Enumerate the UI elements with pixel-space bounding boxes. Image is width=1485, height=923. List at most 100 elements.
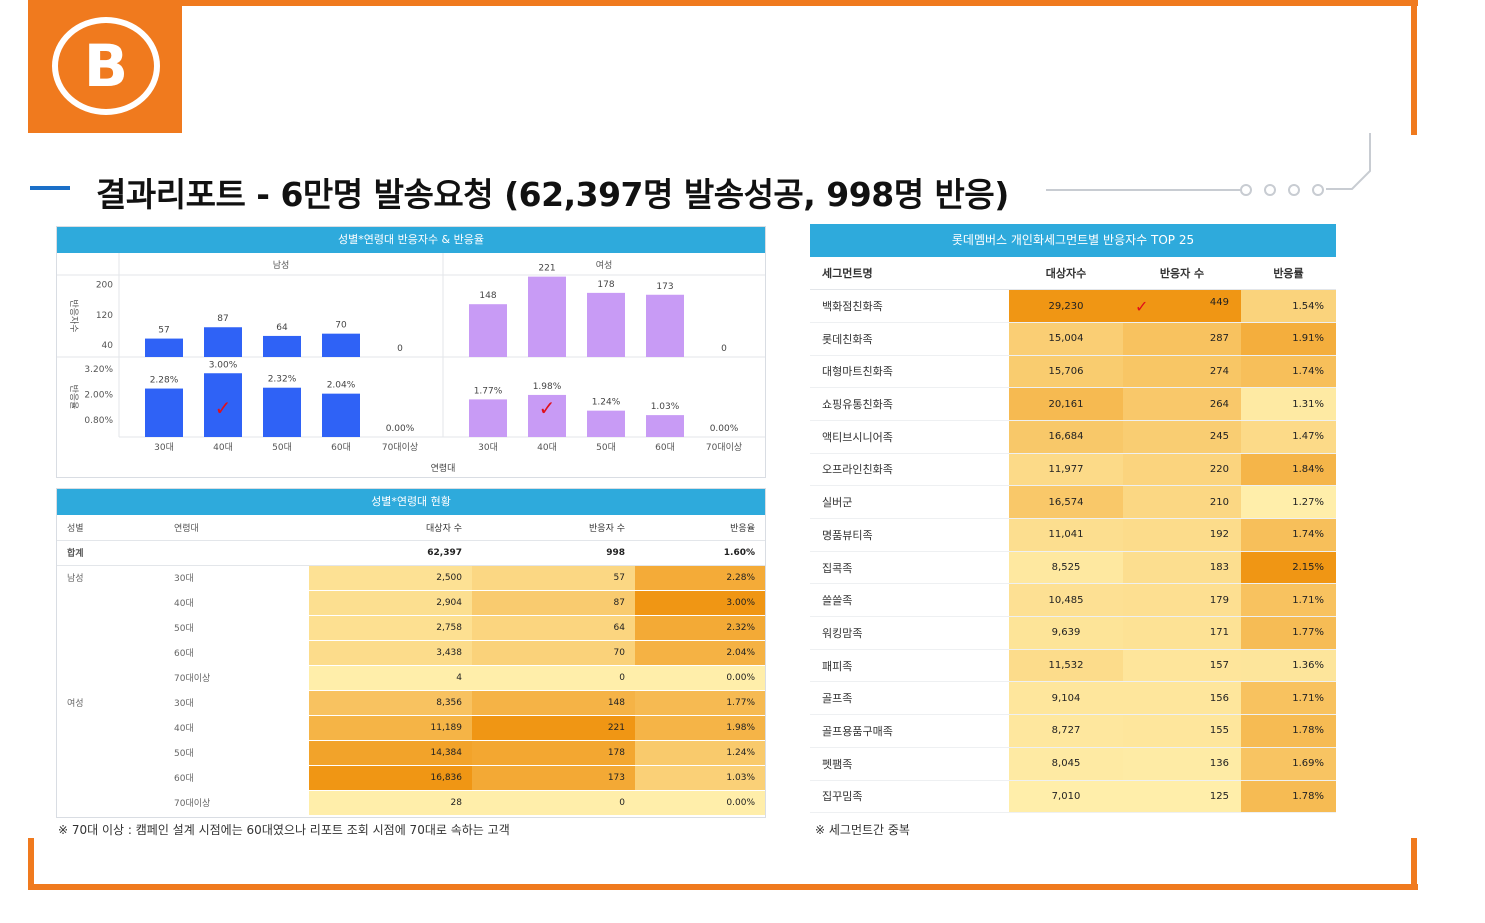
- y-tick-label: 0.80%: [84, 416, 113, 426]
- data-label: 87: [217, 314, 228, 324]
- targets-cell: 16,836: [309, 765, 472, 791]
- responders-cell: 70: [472, 640, 635, 666]
- y-tick-label: 3.20%: [84, 365, 113, 375]
- responders-cell: 287: [1123, 322, 1241, 356]
- total-empty: [164, 540, 309, 566]
- responders-cell: 0: [472, 790, 635, 816]
- rate-cell: 2.32%: [635, 615, 765, 641]
- segment-name-cell: 패피족: [810, 649, 1009, 683]
- targets-cell: 16,574: [1009, 485, 1123, 519]
- responders-cell: 125: [1123, 780, 1241, 814]
- gender-cell: [57, 640, 164, 666]
- targets-cell: 10,485: [1009, 583, 1123, 618]
- table-row: 백화점친화족 29,230 ✓ 449 1.54%: [810, 289, 1336, 323]
- rate-bar: [646, 415, 684, 437]
- segment-name-cell: 실버군: [810, 485, 1009, 519]
- segment-name-cell: 집콕족: [810, 551, 1009, 585]
- rate-cell: 1.77%: [635, 690, 765, 716]
- y-axis-label-rate: 반응율: [68, 385, 79, 410]
- frame-left-border-lower: [28, 838, 34, 890]
- rate-cell: 1.98%: [635, 715, 765, 741]
- total-responders: 998: [472, 540, 635, 566]
- rate-cell: 1.54%: [1241, 289, 1336, 323]
- table-row: 명품뷰티족 11,041 192 1.74%: [810, 518, 1336, 552]
- frame-bottom-border: [28, 884, 1418, 890]
- rate-cell: 0.00%: [635, 665, 765, 691]
- targets-cell: 2,500: [309, 565, 472, 591]
- age-cell: 50대: [164, 615, 309, 641]
- table-row: 40대 2,904 87 3.00%: [57, 590, 765, 616]
- responders-cell: 183: [1123, 551, 1241, 585]
- rate-cell: 1.71%: [1241, 681, 1336, 716]
- rate-cell: 1.31%: [1241, 387, 1336, 421]
- y-tick-label: 40: [102, 341, 114, 351]
- targets-cell: 11,041: [1009, 518, 1123, 552]
- rate-cell: 1.74%: [1241, 518, 1336, 552]
- x-tick-label: 50대: [272, 442, 292, 453]
- data-label: 64: [276, 323, 288, 333]
- responders-bar: [528, 276, 566, 357]
- responders-bar: [469, 304, 507, 357]
- segment-name-cell: 오프라인친화족: [810, 453, 1009, 487]
- data-label: 0: [397, 344, 403, 354]
- group-label-male: 남성: [273, 260, 290, 271]
- x-tick-label: 30대: [478, 442, 498, 453]
- table-row: 40대 11,189 221 1.98%: [57, 715, 765, 741]
- col-header-rate: 반응률: [1241, 257, 1336, 291]
- x-tick-label: 70대이상: [706, 442, 742, 453]
- responders-bar: [263, 335, 301, 357]
- gender-cell: [57, 715, 164, 741]
- table-row: 실버군 16,574 210 1.27%: [810, 485, 1336, 519]
- rate-cell: 1.84%: [1241, 453, 1336, 487]
- segment-name-cell: 명품뷰티족: [810, 518, 1009, 552]
- x-axis-label: 연령대: [431, 462, 456, 474]
- table-row: 쓸쓸족 10,485 179 1.71%: [810, 583, 1336, 618]
- rate-cell: 3.00%: [635, 590, 765, 616]
- rate-cell: 1.27%: [1241, 485, 1336, 519]
- targets-cell: 8,356: [309, 690, 472, 716]
- total-rate: 1.60%: [635, 540, 765, 566]
- x-tick-label: 70대이상: [382, 442, 418, 453]
- responders-bar: [587, 292, 625, 357]
- rate-cell: 1.47%: [1241, 420, 1336, 454]
- segment-table-note: ※ 세그먼트간 중복: [815, 823, 910, 837]
- table-row: 50대 2,758 64 2.32%: [57, 615, 765, 641]
- rate-cell: 1.74%: [1241, 355, 1336, 389]
- data-label: 2.04%: [327, 381, 356, 391]
- targets-cell: 4: [309, 665, 472, 691]
- responders-cell: 136: [1123, 747, 1241, 781]
- responders-cell: 192: [1123, 518, 1241, 552]
- check-mark-icon: ✓: [1135, 296, 1149, 316]
- age-cell: 30대: [164, 690, 309, 716]
- data-label: 173: [656, 282, 673, 292]
- gender-cell: [57, 765, 164, 791]
- targets-cell: 29,230: [1009, 289, 1123, 323]
- responders-cell: 156: [1123, 681, 1241, 716]
- decor-dot-icon: [1264, 184, 1276, 196]
- age-cell: 60대: [164, 640, 309, 666]
- x-tick-label: 40대: [213, 442, 233, 453]
- gender-cell: 여성: [57, 690, 164, 716]
- segment-name-cell: 롯데친화족: [810, 322, 1009, 356]
- age-table: 성별 연령대 대상자 수 반응자 수 반응율 합계 62,397 998 1.6…: [57, 515, 765, 816]
- gender-cell: [57, 590, 164, 616]
- col-header-responders: 반응자 수: [1123, 257, 1241, 291]
- responders-cell: 0: [472, 665, 635, 691]
- frame-right-border: [1411, 0, 1417, 135]
- responders-value: 449: [1209, 296, 1229, 308]
- col-header-segment: 세그먼트명: [810, 257, 1009, 291]
- chart-panel: 성별*연령대 반응자수 & 반응율 남성 여성 반응자수 반응율 200 120 40 3.2…: [56, 226, 766, 478]
- col-header-rate: 반응율: [635, 515, 765, 541]
- frame-right-border-lower: [1411, 838, 1417, 890]
- rate-bar: [528, 394, 566, 437]
- rate-bar: [469, 399, 507, 437]
- responders-bar: [145, 338, 183, 357]
- responders-cell: 245: [1123, 420, 1241, 454]
- rate-cell: 0.00%: [635, 790, 765, 816]
- table-row: 대형마트친화족 15,706 274 1.74%: [810, 355, 1336, 389]
- age-table-title: 성별*연령대 현황: [57, 489, 765, 515]
- age-cell: 40대: [164, 590, 309, 616]
- segment-name-cell: 액티브시니어족: [810, 420, 1009, 454]
- targets-cell: 11,532: [1009, 649, 1123, 683]
- table-row: 쇼핑유통친화족 20,161 264 1.31%: [810, 387, 1336, 421]
